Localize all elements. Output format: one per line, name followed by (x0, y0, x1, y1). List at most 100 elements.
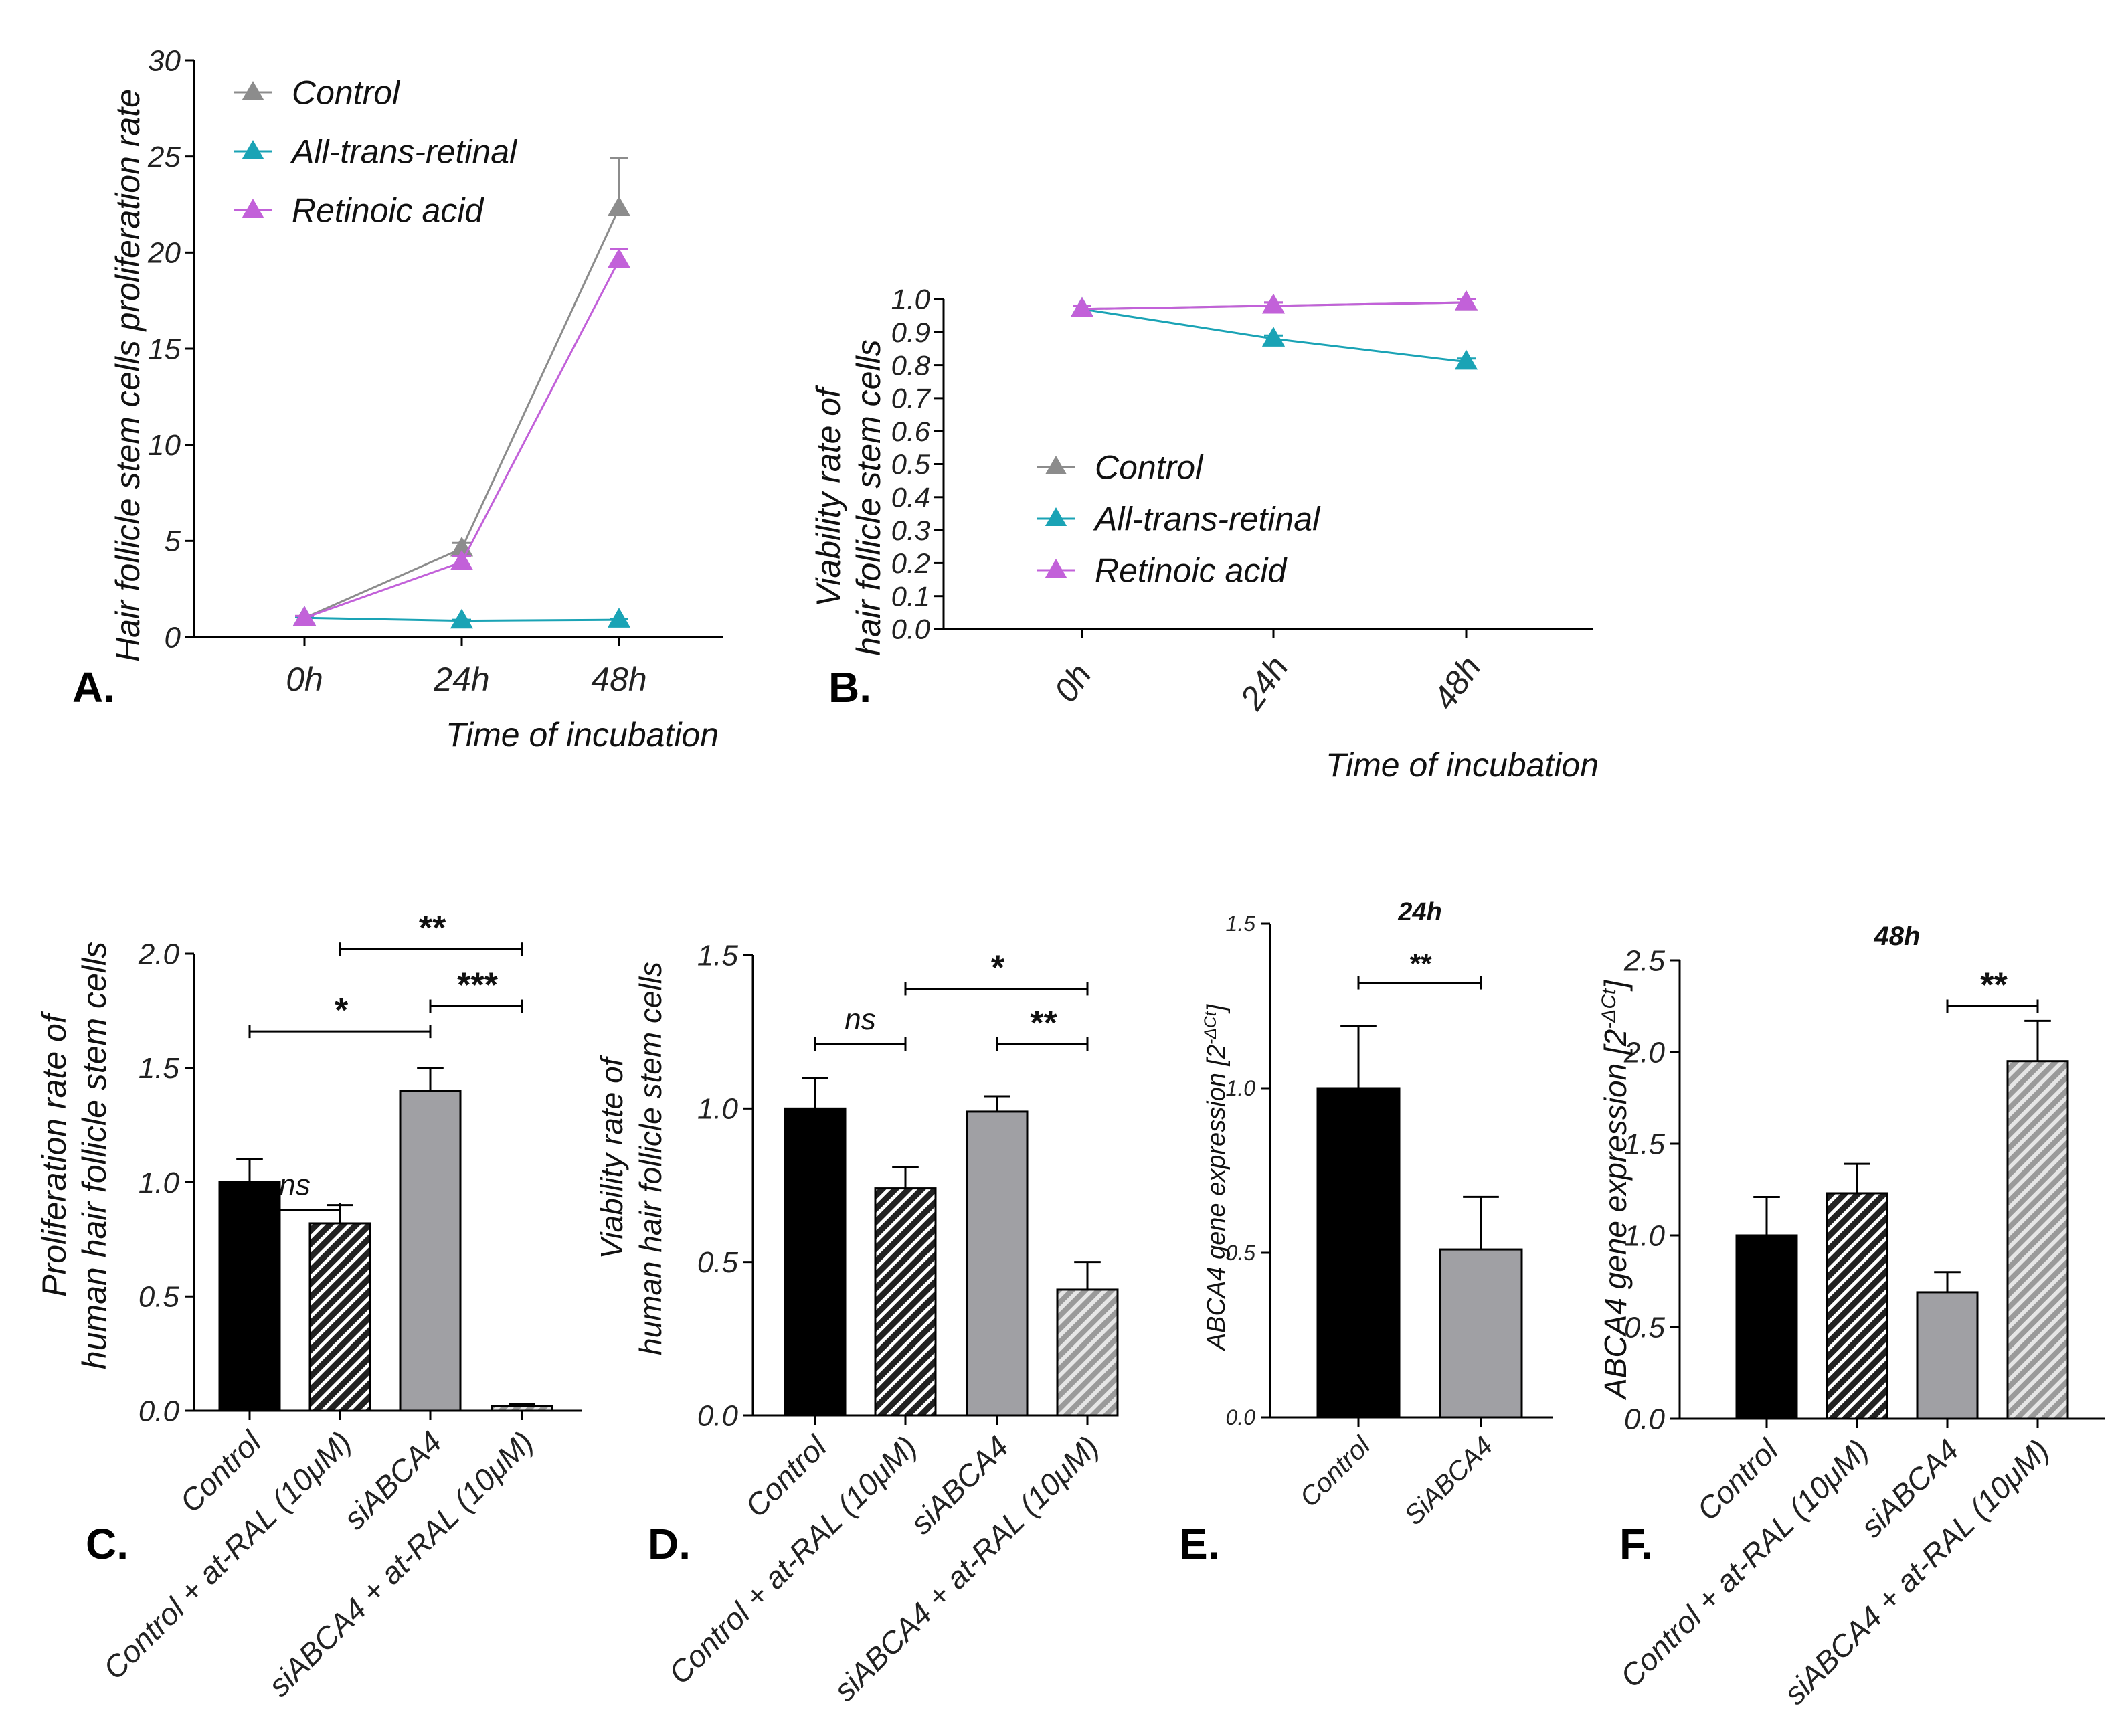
panel-a-proliferation-line-chart: 0 5 10 15 20 25 30 0h 24h 48h Control All-trans-ret… (109, 44, 723, 754)
bar-2 (1916, 1291, 1979, 1420)
bar-1 (1439, 1248, 1523, 1419)
y-axis-title: Viability rate of (594, 1055, 629, 1259)
y-tick-label: 0 (165, 621, 181, 654)
y-tick-label: 0.0 (1624, 1403, 1666, 1436)
x-tick-label: 48h (1425, 649, 1488, 716)
y-axis-title: ABCA4 gene expression [2-ΔCt] (1202, 1003, 1231, 1351)
y-tick-label: 0.5 (1226, 1241, 1256, 1265)
legend-marker (1045, 456, 1067, 475)
data-point-marker (1261, 327, 1286, 347)
y-tick-label: 0.9 (891, 317, 930, 348)
y-tick-label: 0.6 (891, 416, 931, 447)
y-tick-label: 0.5 (891, 448, 931, 480)
y-tick-label: 1.5 (1226, 912, 1256, 936)
y-tick-label: 25 (147, 141, 181, 173)
data-point-marker (450, 608, 474, 629)
y-tick-label: 0.7 (891, 383, 932, 414)
significance-label: ns (279, 1168, 311, 1201)
significance-label: * (333, 991, 349, 1030)
y-tick-label: 0.0 (697, 1399, 739, 1432)
y-tick-label: 0.1 (891, 580, 930, 612)
legend-marker (242, 140, 264, 159)
chart-title: 48h (1874, 922, 1921, 951)
panel-e-abca4-24h-bar-chart: 0.0 0.5 1.0 1.5 Control SiABCA4 ** 24h ABCA4 gen… (1202, 898, 1553, 1531)
bar-0 (1316, 1087, 1401, 1419)
x-tick-label: 48h (591, 661, 646, 698)
y-tick-label: 0.5 (139, 1281, 180, 1314)
y-tick-label: 15 (148, 333, 181, 365)
legend-label: Retinoic acid (292, 192, 484, 230)
x-axis-title: Time of incubation (446, 716, 719, 754)
data-point-marker (1070, 296, 1094, 317)
y-tick-label: 1.0 (891, 284, 931, 315)
data-point-marker (607, 248, 631, 268)
y-tick-label: 0.8 (891, 349, 931, 381)
significance-label: ** (1979, 966, 2008, 1005)
y-tick-label: 2.0 (1623, 1036, 1666, 1069)
data-point-marker (607, 608, 631, 628)
y-axis-title: human hair follicle stem cells (76, 942, 113, 1369)
data-point-marker (1261, 293, 1286, 314)
legend-label: All-trans-retinal (290, 133, 518, 171)
y-tick-label: 0.0 (891, 614, 931, 645)
y-tick-label: 0.5 (697, 1246, 739, 1279)
legend-marker (1045, 507, 1067, 527)
y-axis-title-main: ABCA4 gene expression [2 (1203, 1045, 1231, 1351)
bar-2 (966, 1110, 1029, 1417)
x-tick-label: 24h (433, 661, 489, 698)
panel-label-d: D. (648, 1520, 691, 1568)
data-point-marker (450, 549, 474, 570)
y-tick-label: 0.0 (139, 1395, 180, 1427)
significance-label: ns (845, 1003, 876, 1036)
y-tick-label: 1.0 (139, 1166, 180, 1199)
x-tick-label: SiABCA4 (1399, 1431, 1498, 1531)
data-point-marker (1454, 349, 1478, 370)
bar-0 (218, 1181, 281, 1412)
legend-label: Control (292, 74, 401, 112)
data-point-marker (292, 606, 317, 626)
y-tick-label: 1.0 (697, 1093, 739, 1126)
y-tick-label: 10 (148, 429, 181, 462)
x-tick-label: 24h (1233, 649, 1296, 717)
significance-label: ** (1029, 1004, 1057, 1043)
y-tick-label: 0.2 (891, 547, 930, 579)
bar-3 (1056, 1288, 1119, 1417)
y-tick-label: 0.0 (1226, 1405, 1256, 1429)
y-axis-title-end: ] (1598, 980, 1633, 992)
data-point-marker (1454, 290, 1478, 311)
bar-1 (308, 1222, 371, 1412)
y-tick-label: 20 (147, 237, 181, 270)
y-tick-label: 1.5 (139, 1052, 180, 1085)
y-tick-label: 1.5 (697, 939, 739, 972)
legend-label: Retinoic acid (1095, 552, 1288, 590)
bar-3 (491, 1405, 553, 1412)
significance-label: ** (1409, 948, 1431, 980)
y-tick-label: 30 (148, 44, 181, 77)
y-axis-title: hair follicle stem cells (850, 339, 887, 655)
y-axis-title-superscript: -ΔCt (1202, 1011, 1220, 1045)
y-axis-title: Hair follicle stem cells proliferation r… (109, 89, 147, 662)
bar-3 (2006, 1060, 2069, 1420)
significance-label: * (990, 948, 1005, 987)
panel-label-e: E. (1179, 1520, 1220, 1568)
panel-label-a: A. (72, 663, 115, 711)
y-tick-label: 0.4 (891, 482, 930, 513)
y-tick-label: 1.0 (1624, 1219, 1666, 1252)
legend-marker (242, 81, 264, 100)
legend-label: Control (1095, 449, 1204, 487)
y-axis-title: Viability rate of (810, 385, 847, 607)
y-tick-label: 2.5 (1623, 944, 1666, 977)
x-axis-title: Time of incubation (1326, 746, 1599, 784)
x-tick-label: Control (1294, 1430, 1377, 1512)
y-axis-title: ABCA4 gene expression [2-ΔCt] (1598, 980, 1633, 1401)
significance-label: ** (418, 909, 446, 948)
y-axis-title: Proliferation rate of (35, 1011, 73, 1297)
bar-1 (1826, 1192, 1888, 1420)
y-axis-title-superscript: -ΔCt (1598, 988, 1620, 1029)
bar-1 (874, 1187, 937, 1417)
panel-label-c: C. (86, 1520, 128, 1568)
